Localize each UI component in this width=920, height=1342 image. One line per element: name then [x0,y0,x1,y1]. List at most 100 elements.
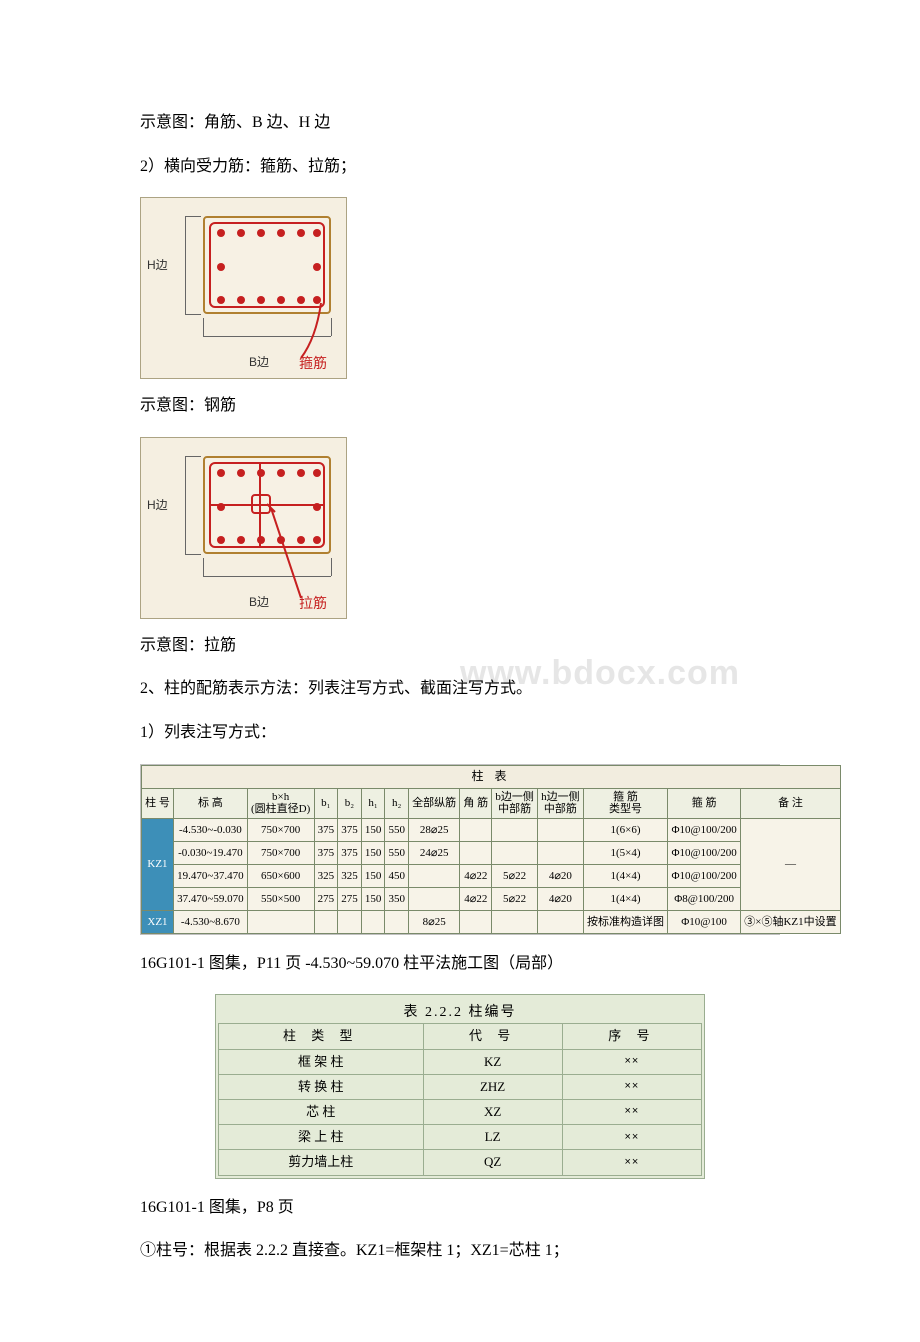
column-table-cell: 4⌀20 [538,887,584,910]
document-page: 示意图：角筋、B 边、H 边 2）横向受力筋：箍筋、拉筋； H边 B边 箍筋 示… [0,0,920,1342]
column-table-cell [460,841,492,864]
text-line: 1）列表注写方式： [140,720,780,746]
column-table-cell: 1(4×4) [583,887,668,910]
code-table-cell: KZ [423,1049,562,1074]
diagram-stirrup: H边 B边 箍筋 [140,197,780,379]
column-table-cell: 650×600 [247,864,314,887]
code-table-header: 序 号 [562,1024,701,1049]
column-table-header: h₂ [385,788,409,818]
text-line: 示意图：角筋、B 边、H 边 [140,110,780,136]
column-table: 柱 表 柱 号标 高b×h(圆柱直径D)b₁b₂h₁h₂全部纵筋角 筋b边一侧中… [141,765,841,934]
column-table-cell: 1(6×6) [583,818,668,841]
column-table-header: b×h(圆柱直径D) [247,788,314,818]
column-table-cell: 8⌀25 [409,910,460,933]
column-table-cell [409,887,460,910]
text-line: 示意图：钢筋 [140,393,780,419]
column-table-cell: 28⌀25 [409,818,460,841]
text-line: ①柱号：根据表 2.2.2 直接查。KZ1=框架柱 1；XZ1=芯柱 1； [140,1238,780,1264]
code-table-title: 表 2.2.2 柱编号 [218,997,702,1023]
column-table-cell: 275 [314,887,338,910]
column-table-cell: 150 [361,887,385,910]
callout-arrow [141,198,346,378]
column-table-header: b₂ [338,788,362,818]
code-table-cell: ×× [562,1100,701,1125]
column-table-cell: Φ10@100/200 [668,841,741,864]
column-table-cell: 150 [361,864,385,887]
code-table-cell: ×× [562,1049,701,1074]
column-table-cell: 4⌀20 [538,864,584,887]
diagram-frame: H边 B边 箍筋 [140,197,347,379]
column-table-header: 箍 筋 [668,788,741,818]
column-table-title: 柱 表 [142,765,841,788]
column-table-header: 柱 号 [142,788,174,818]
code-table-cell: ZHZ [423,1074,562,1099]
column-table-cell [492,841,538,864]
code-table-cell: 剪力墙上柱 [219,1150,424,1175]
column-table-cell [492,818,538,841]
text-line: 2）横向受力筋：箍筋、拉筋； [140,154,780,180]
column-table-header: b边一侧中部筋 [492,788,538,818]
column-table-cell: 550 [385,841,409,864]
column-table-cell: ③×⑤轴KZ1中设置 [740,910,840,933]
column-table-header: 标 高 [173,788,247,818]
column-table-cell: 4⌀22 [460,864,492,887]
text-line: 2、柱的配筋表示方法：列表注写方式、截面注写方式。 [140,676,780,702]
column-table-cell: Φ10@100 [668,910,741,933]
column-table-cell [338,910,362,933]
column-table-cell: 1(4×4) [583,864,668,887]
column-table-cell: Φ10@100/200 [668,864,741,887]
column-table-header: 全部纵筋 [409,788,460,818]
column-table-cell [385,910,409,933]
column-table-cell [538,818,584,841]
column-table-cell: 550 [385,818,409,841]
code-table-header: 柱 类 型 [219,1024,424,1049]
code-table-cell: ×× [562,1150,701,1175]
column-table-cell: 5⌀22 [492,864,538,887]
code-table-block: 表 2.2.2 柱编号 柱 类 型代 号序 号 框 架 柱KZ××转 换 柱ZH… [215,994,705,1178]
column-table-cell: 19.470~37.470 [173,864,247,887]
column-table-header: h₁ [361,788,385,818]
code-table-header: 代 号 [423,1024,562,1049]
column-table-cell: 550×500 [247,887,314,910]
column-table-cell [361,910,385,933]
diagram-tie: H边 B边 拉筋 [140,437,780,619]
column-table-cell: 325 [338,864,362,887]
column-table-block: 柱 表 柱 号标 高b×h(圆柱直径D)b₁b₂h₁h₂全部纵筋角 筋b边一侧中… [140,764,780,935]
code-table-cell: 梁 上 柱 [219,1125,424,1150]
column-table-cell: 375 [314,841,338,864]
text-line: 16G101-1 图集，P8 页 [140,1195,780,1221]
column-id-cell: KZ1 [142,818,174,910]
column-table-cell [247,910,314,933]
column-table-cell: 450 [385,864,409,887]
code-table: 柱 类 型代 号序 号 框 架 柱KZ××转 换 柱ZHZ××芯 柱XZ××梁 … [218,1023,702,1175]
column-table-cell [460,818,492,841]
code-table-cell: ×× [562,1125,701,1150]
code-table-cell: QZ [423,1150,562,1175]
text-line: 16G101-1 图集，P11 页 -4.530~59.070 柱平法施工图（局… [140,951,780,977]
callout-label-stirrup: 箍筋 [299,353,327,373]
column-table-cell: 1(5×4) [583,841,668,864]
column-table-cell [538,910,584,933]
column-table-cell: -0.030~19.470 [173,841,247,864]
column-table-cell [409,864,460,887]
column-table-header: 角 筋 [460,788,492,818]
column-table-header: 箍 筋类型号 [583,788,668,818]
text-with-watermark: www.bdocx.com 2、柱的配筋表示方法：列表注写方式、截面注写方式。 [140,676,780,702]
column-table-cell: -4.530~-0.030 [173,818,247,841]
column-table-cell: Φ10@100/200 [668,818,741,841]
column-table-cell [538,841,584,864]
diagram-frame: H边 B边 拉筋 [140,437,347,619]
code-table-cell: ×× [562,1074,701,1099]
column-table-cell: 750×700 [247,841,314,864]
column-table-cell: — [740,818,840,910]
code-table-cell: XZ [423,1100,562,1125]
column-table-cell: Φ8@100/200 [668,887,741,910]
column-table-cell: 375 [314,818,338,841]
column-table-cell: 150 [361,841,385,864]
column-table-cell: 350 [385,887,409,910]
column-table-cell: 375 [338,841,362,864]
column-table-cell: -4.530~8.670 [173,910,247,933]
callout-arrow [141,438,346,618]
column-table-cell: 24⌀25 [409,841,460,864]
column-table-cell: 4⌀22 [460,887,492,910]
